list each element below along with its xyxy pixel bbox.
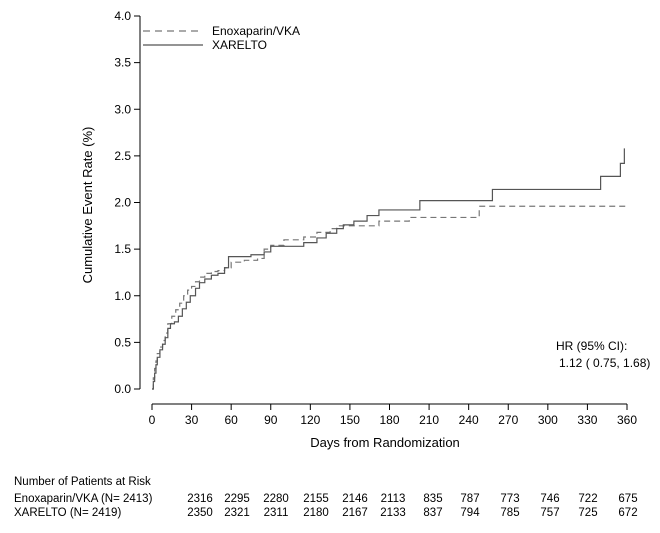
y-tick-label: 3.0 [114,102,131,116]
risk-value-enoxaparin: 2146 [342,493,368,505]
risk-value-xarelto: 2133 [380,507,406,519]
legend-label-enoxaparin: Enoxaparin/VKA [212,24,300,38]
legend-label-xarelto: XARELTO [212,38,267,52]
y-tick-label: 4.0 [114,9,131,23]
axes-layer: 0.0 0.5 1.0 1.5 2.0 2.5 3.0 3.5 4.0 0 30 60 90 120 150… [114,9,637,427]
x-tick-label: 60 [224,413,238,427]
y-tick-label: 2.0 [114,196,131,210]
risk-value-xarelto: 785 [500,507,519,519]
x-tick-label: 330 [577,413,597,427]
risk-value-xarelto: 2350 [187,507,213,519]
risk-value-enoxaparin: 787 [460,493,479,505]
series-layer [152,148,627,390]
x-tick-label: 120 [300,413,320,427]
x-tick-label: 150 [340,413,360,427]
risk-value-xarelto: 2180 [303,507,329,519]
x-axis-label: Days from Randomization [310,435,460,450]
x-tick-label: 30 [185,413,199,427]
y-tick-label: 1.0 [114,289,131,303]
x-tick-label: 180 [379,413,399,427]
risk-table-title: Number of Patients at Risk [14,476,151,488]
x-tick-label: 210 [419,413,439,427]
hr-annotation-line1: HR (95% CI): [556,339,627,353]
x-tick-label: 360 [617,413,637,427]
risk-value-enoxaparin: 722 [578,493,597,505]
x-tick-label: 270 [498,413,518,427]
risk-value-enoxaparin: 2280 [263,493,289,505]
y-tick-label: 3.5 [114,56,131,70]
risk-row-label-xarelto: XARELTO (N= 2419) [14,507,121,519]
y-tick-label: 1.5 [114,242,131,256]
risk-value-xarelto: 2311 [264,507,289,519]
risk-values: 2316 2295 2280 2155 2146 2113 835 787 773 746 722 6… [187,493,637,519]
risk-row-label-enoxaparin: Enoxaparin/VKA (N= 2413) [14,493,153,505]
series-line-enoxaparin [152,205,627,390]
series-line-xarelto [152,148,625,390]
x-tick-label: 300 [538,413,558,427]
risk-value-xarelto: 837 [423,507,442,519]
risk-value-enoxaparin: 773 [500,493,519,505]
legend: Enoxaparin/VKA XARELTO [143,24,300,52]
hr-annotation: HR (95% CI): 1.12 ( 0.75, 1.68) [556,339,650,370]
y-tick-label: 2.5 [114,149,131,163]
risk-value-enoxaparin: 2155 [303,493,329,505]
risk-value-enoxaparin: 835 [423,493,442,505]
risk-value-xarelto: 672 [618,507,637,519]
risk-value-xarelto: 794 [460,507,480,519]
risk-value-xarelto: 725 [578,507,597,519]
risk-value-enoxaparin: 2316 [187,493,213,505]
risk-value-xarelto: 757 [540,507,559,519]
y-tick-label: 0.0 [114,382,131,396]
risk-value-enoxaparin: 2295 [224,493,250,505]
risk-value-enoxaparin: 675 [618,493,637,505]
hr-annotation-line2: 1.12 ( 0.75, 1.68) [559,356,650,370]
x-tick-label: 90 [264,413,278,427]
risk-table: Number of Patients at Risk Enoxaparin/VK… [14,476,638,519]
y-tick-label: 0.5 [114,335,131,349]
risk-value-xarelto: 2167 [342,507,368,519]
x-tick-label: 240 [459,413,479,427]
risk-value-enoxaparin: 746 [540,493,559,505]
y-axis-label: Cumulative Event Rate (%) [80,127,95,284]
x-tick-label: 0 [149,413,156,427]
risk-value-enoxaparin: 2113 [381,493,406,505]
risk-value-xarelto: 2321 [224,507,250,519]
